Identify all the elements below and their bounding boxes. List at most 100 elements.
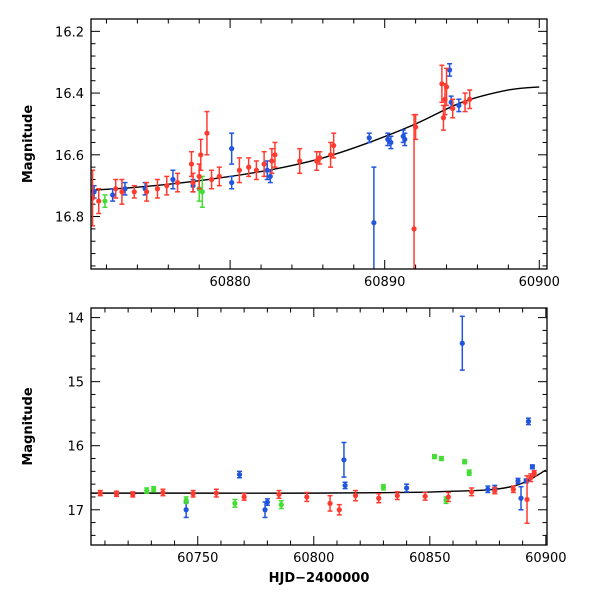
marker — [276, 491, 282, 497]
marker — [174, 179, 181, 186]
blue-data-point — [264, 498, 270, 507]
marker — [236, 471, 243, 478]
red-data-point — [331, 132, 337, 159]
top-panel: 60880 60890 60900 16.2 16.4 16.6 16.8 Magnitud… — [21, 18, 560, 290]
blue-data-point — [456, 98, 462, 113]
red-data-point — [524, 475, 530, 524]
green-data-point — [151, 485, 157, 493]
red-data-point — [208, 169, 215, 190]
blue-data-point — [366, 132, 372, 144]
marker — [154, 186, 161, 192]
marker — [317, 155, 323, 161]
red-data-point — [246, 157, 252, 178]
red-data-point — [236, 157, 242, 184]
green-data-point — [183, 496, 189, 505]
red-data-point — [174, 172, 181, 193]
bottom-plot-frame — [90, 307, 548, 546]
x-tick-label: 60750 — [177, 551, 218, 566]
y-tick-label: 16.8 — [55, 211, 84, 226]
bottom-panel: 60750 60800 60850 60900 14 15 16 17 Magnitude H… — [21, 307, 567, 586]
x-tick-label: 60890 — [364, 275, 405, 290]
green-data-point — [232, 498, 238, 508]
red-data-point — [440, 104, 447, 131]
marker — [468, 489, 475, 495]
bottom-x-axis-label: HJD−2400000 — [269, 571, 370, 586]
marker — [196, 173, 202, 180]
red-data-point — [327, 141, 334, 168]
red-data-point — [190, 172, 196, 193]
marker — [183, 497, 189, 503]
red-data-point — [462, 92, 468, 113]
red-data-point — [467, 89, 473, 110]
marker — [272, 152, 278, 158]
marker — [352, 493, 359, 499]
marker — [232, 500, 238, 506]
marker — [190, 491, 196, 497]
green-data-point — [462, 459, 468, 465]
blue-data-point — [447, 63, 453, 77]
blue-data-point — [170, 169, 176, 190]
marker — [236, 167, 242, 173]
marker — [213, 490, 219, 496]
marker — [459, 340, 465, 346]
red-data-point — [276, 489, 282, 499]
marker — [262, 507, 268, 513]
marker — [130, 491, 136, 497]
marker — [190, 179, 196, 186]
red-data-point — [164, 175, 170, 196]
blue-data-point — [404, 483, 410, 493]
y-tick-label: 14 — [67, 312, 84, 327]
top-model-curve — [90, 86, 540, 191]
marker — [450, 105, 456, 112]
blue-data-point — [371, 166, 377, 269]
bottom-tick-labels: 60750 60800 60850 60900 14 15 16 17 — [67, 312, 566, 566]
red-data-point — [91, 169, 96, 227]
red-data-point — [314, 150, 320, 171]
red-data-point — [468, 487, 475, 497]
bottom-data-points — [97, 315, 537, 524]
red-data-point — [297, 147, 303, 175]
blue-data-point — [229, 132, 235, 165]
marker — [438, 455, 445, 462]
marker — [445, 494, 451, 500]
top-data-points — [91, 63, 473, 269]
marker — [402, 136, 408, 142]
marker — [341, 457, 347, 463]
marker — [515, 478, 521, 484]
marker — [297, 158, 303, 164]
red-data-point — [317, 150, 323, 165]
blue-data-point — [518, 485, 524, 511]
green-data-point — [438, 455, 445, 462]
marker — [119, 189, 125, 195]
green-data-point — [144, 487, 150, 494]
marker — [264, 167, 270, 173]
marker — [110, 192, 116, 198]
marker — [188, 161, 195, 167]
marker — [160, 489, 166, 496]
red-data-point — [422, 491, 428, 501]
marker — [492, 487, 498, 494]
marker — [510, 486, 516, 492]
green-data-point — [278, 500, 284, 510]
blue-data-point — [341, 441, 347, 478]
marker — [531, 470, 537, 476]
marker — [380, 484, 386, 490]
blue-data-point — [229, 175, 235, 190]
red-data-point — [97, 489, 103, 497]
x-tick-label: 60900 — [525, 551, 566, 566]
red-data-point — [216, 166, 222, 187]
top-tick-labels: 60880 60890 60900 16.2 16.4 16.6 16.8 — [55, 25, 560, 290]
blue-data-point — [264, 160, 270, 181]
marker — [261, 161, 267, 167]
blue-data-point — [485, 485, 491, 494]
bottom-panel-ticks — [91, 308, 547, 545]
marker — [439, 81, 445, 87]
marker — [151, 486, 157, 492]
red-data-point — [445, 491, 451, 503]
red-data-point — [213, 488, 219, 498]
marker — [342, 482, 348, 489]
x-tick-label: 60850 — [409, 551, 450, 566]
marker — [462, 99, 468, 105]
marker — [331, 142, 337, 149]
blue-data-point — [515, 477, 521, 485]
